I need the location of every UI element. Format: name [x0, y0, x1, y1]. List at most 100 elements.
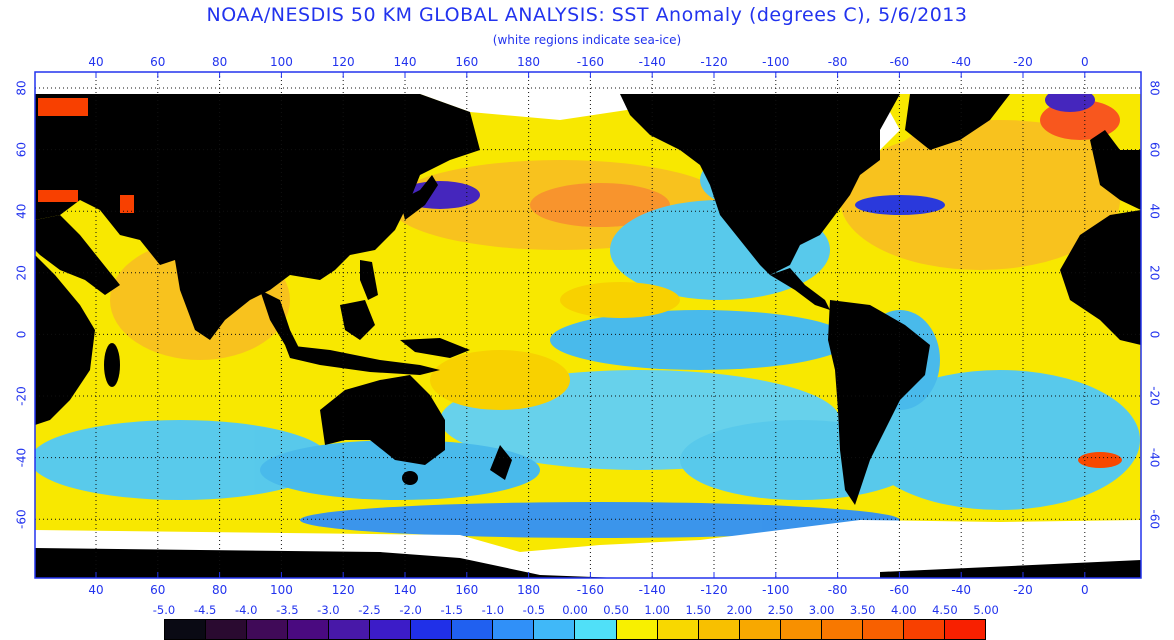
land-masses	[35, 94, 1141, 578]
lat-tick-left: 60	[15, 142, 29, 157]
continent-eurasia	[35, 94, 480, 320]
lon-tick-bottom: 60	[150, 583, 165, 597]
lat-tick-left: -40	[15, 448, 29, 468]
legend-label: 3.00	[808, 603, 835, 617]
legend-swatch	[698, 620, 740, 639]
lat-tick-left: 40	[15, 204, 29, 219]
lon-tick-bottom: -120	[700, 583, 727, 597]
legend-swatch	[247, 620, 289, 639]
lon-tick-top: 0	[1081, 55, 1089, 69]
lon-tick-bottom: 80	[212, 583, 227, 597]
legend-swatch	[534, 620, 576, 639]
lon-tick-bottom: 100	[270, 583, 293, 597]
lon-tick-top: -140	[639, 55, 666, 69]
legend-label: -4.5	[193, 603, 217, 617]
legend-label: -4.0	[234, 603, 258, 617]
legend-swatch	[821, 620, 863, 639]
lon-tick-top: -100	[762, 55, 789, 69]
lon-tick-top: 60	[150, 55, 165, 69]
legend-swatch	[944, 620, 985, 639]
lat-tick-right: 40	[1148, 204, 1162, 219]
map-title: NOAA/NESDIS 50 KM GLOBAL ANALYSIS: SST A…	[206, 4, 968, 26]
legend-label: -3.0	[317, 603, 340, 617]
map-frame	[34, 71, 1142, 579]
lat-tick-left: 80	[15, 80, 29, 95]
legend-label: 2.00	[726, 603, 753, 617]
legend-label: 1.00	[644, 603, 670, 617]
lat-tick-right: 0	[1148, 331, 1162, 339]
lon-tick-top: -60	[890, 55, 910, 69]
color-legend	[164, 619, 986, 640]
lat-tick-right: 80	[1148, 80, 1162, 95]
lat-tick-left: -60	[15, 509, 29, 529]
lon-tick-bottom: -160	[577, 583, 604, 597]
lon-tick-top: 40	[88, 55, 103, 69]
lon-tick-bottom: -80	[828, 583, 848, 597]
legend-swatch	[903, 620, 945, 639]
legend-label: -3.5	[276, 603, 299, 617]
lon-tick-top: 140	[394, 55, 417, 69]
lat-tick-left: 0	[15, 331, 29, 339]
legend-swatch	[206, 620, 248, 639]
legend-label: -1.5	[440, 603, 463, 617]
legend-label: 4.50	[932, 603, 958, 617]
legend-swatch	[452, 620, 494, 639]
lat-tick-right: 60	[1148, 142, 1162, 157]
legend-swatch	[411, 620, 453, 639]
legend-swatch	[657, 620, 699, 639]
legend-swatch	[739, 620, 781, 639]
graticule	[35, 72, 1141, 578]
lat-tick-right: -40	[1148, 448, 1162, 468]
hot-spots	[38, 98, 134, 213]
sst-anomaly-map: 40 40 60 60 80 80 100 100 120 120 140 140 160 160 180 1…	[15, 55, 1162, 597]
legend-label: -0.5	[522, 603, 546, 617]
legend-label: 1.50	[685, 603, 712, 617]
lon-tick-top: 180	[517, 55, 540, 69]
lon-tick-top: 120	[332, 55, 355, 69]
legend-swatch	[165, 620, 207, 639]
legend-label: 0.00	[562, 603, 588, 617]
lon-tick-bottom: -20	[1013, 583, 1033, 597]
legend-label: 4.00	[890, 603, 917, 617]
lon-tick-bottom: 180	[517, 583, 540, 597]
legend-label: 2.50	[767, 603, 794, 617]
legend-label: -2.5	[358, 603, 381, 617]
legend-swatch	[616, 620, 658, 639]
lon-tick-bottom: -140	[639, 583, 666, 597]
lon-tick-bottom: -40	[951, 583, 971, 597]
lon-tick-bottom: 0	[1081, 583, 1089, 597]
continent-australia	[320, 375, 445, 465]
lon-tick-top: -40	[951, 55, 971, 69]
lon-tick-bottom: -60	[890, 583, 910, 597]
legend-label: -1.0	[481, 603, 505, 617]
legend-swatch	[329, 620, 371, 639]
continent-north-america	[620, 94, 900, 275]
legend-swatch	[370, 620, 412, 639]
lon-tick-top: -120	[700, 55, 727, 69]
lon-tick-bottom: -100	[762, 583, 789, 597]
lat-tick-left: 20	[15, 265, 29, 280]
lat-tick-right: 20	[1148, 265, 1162, 280]
lon-tick-top: 160	[455, 55, 478, 69]
legend-swatch	[575, 620, 617, 639]
axis-ticks: 40 40 60 60 80 80 100 100 120 120 140 140 160 160 180 1…	[15, 55, 1162, 597]
lon-tick-bottom: 160	[455, 583, 478, 597]
lon-tick-top: 100	[270, 55, 293, 69]
lon-tick-top: -160	[577, 55, 604, 69]
lon-tick-bottom: 120	[332, 583, 355, 597]
legend-swatch	[862, 620, 904, 639]
legend-swatch	[493, 620, 535, 639]
lat-tick-right: -20	[1148, 386, 1162, 406]
continent-south-america	[828, 300, 930, 505]
greenland	[905, 94, 1010, 150]
legend-label: 5.00	[973, 603, 999, 617]
legend-label: 3.50	[849, 603, 876, 617]
lat-tick-left: -20	[15, 386, 29, 406]
legend-label: -2.0	[399, 603, 422, 617]
lon-tick-top: -20	[1013, 55, 1033, 69]
lon-tick-top: -80	[828, 55, 848, 69]
legend-label: -5.0	[152, 603, 176, 617]
map-subtitle: (white regions indicate sea-ice)	[492, 33, 682, 47]
legend-labels: -5.0 -4.5 -4.0 -3.5 -3.0 -2.5 -2.0 -1.5 -1.0 -0.5…	[0, 603, 1174, 619]
continent-africa	[35, 255, 95, 425]
